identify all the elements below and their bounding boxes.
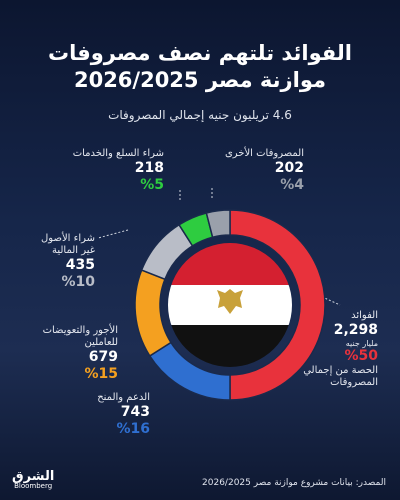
segment-label: الدعم والمنح 743 %16 [97, 392, 150, 438]
flag-eagle [217, 289, 243, 314]
category-name: شراء الأصول غير المالية [41, 233, 95, 256]
chart-subtitle: 4.6 تريليون جنيه إجمالي المصروفات [108, 108, 292, 122]
logo: الشرق Bloomberg [12, 470, 54, 490]
category-name: الأجور والتعويضات للعاملين [42, 325, 118, 348]
amount-label: 218 [134, 160, 164, 176]
logo-sub: Bloomberg [14, 482, 53, 490]
share-caption: الحصة من إجمالي المصروفات [303, 365, 378, 389]
flag [168, 243, 292, 367]
share-label: %10 [61, 273, 95, 290]
amount-label: 679 [88, 349, 118, 365]
share-label: %15 [84, 365, 118, 382]
category-name: الدعم والمنح [97, 392, 150, 403]
chart-title: الفوائد تلتهم نصف مصروفات موازنة مصر 202… [47, 41, 352, 93]
share-label: %50 [344, 348, 378, 365]
segment-label: شراء السلع والخدمات 218 %5 [73, 148, 164, 194]
category-name: المصروفات الأخرى [224, 148, 304, 159]
segment-label: الفوائد 2,298 مليار جنيه %50 الحصة من إجمالي… [303, 310, 378, 389]
segment-label: الأجور والتعويضات للعاملين 679 %15 [43, 325, 118, 383]
segment-label: المصروفات الأخرى 202 %4 [225, 148, 304, 194]
amount-label: 202 [274, 160, 304, 176]
category-name: شراء السلع والخدمات [72, 148, 164, 159]
amount-label: 435 [65, 257, 95, 273]
amount-label: 2,298 [333, 322, 378, 338]
share-label: %5 [140, 176, 164, 193]
amount-label: 743 [120, 404, 150, 420]
source: المصدر: بيانات مشروع موازنة مصر 2026/202… [202, 478, 386, 488]
donut-segment [134, 269, 172, 357]
logo-text: الشرق [12, 469, 55, 484]
share-label: %16 [116, 420, 150, 437]
category-name: الفوائد [351, 310, 378, 321]
segment-label: شراء الأصول غير المالية 435 %10 [41, 233, 95, 291]
unit-label: مليار جنيه [345, 338, 378, 348]
share-label: %4 [280, 176, 304, 193]
donut-segment [205, 209, 231, 239]
donut-segment [229, 209, 326, 401]
